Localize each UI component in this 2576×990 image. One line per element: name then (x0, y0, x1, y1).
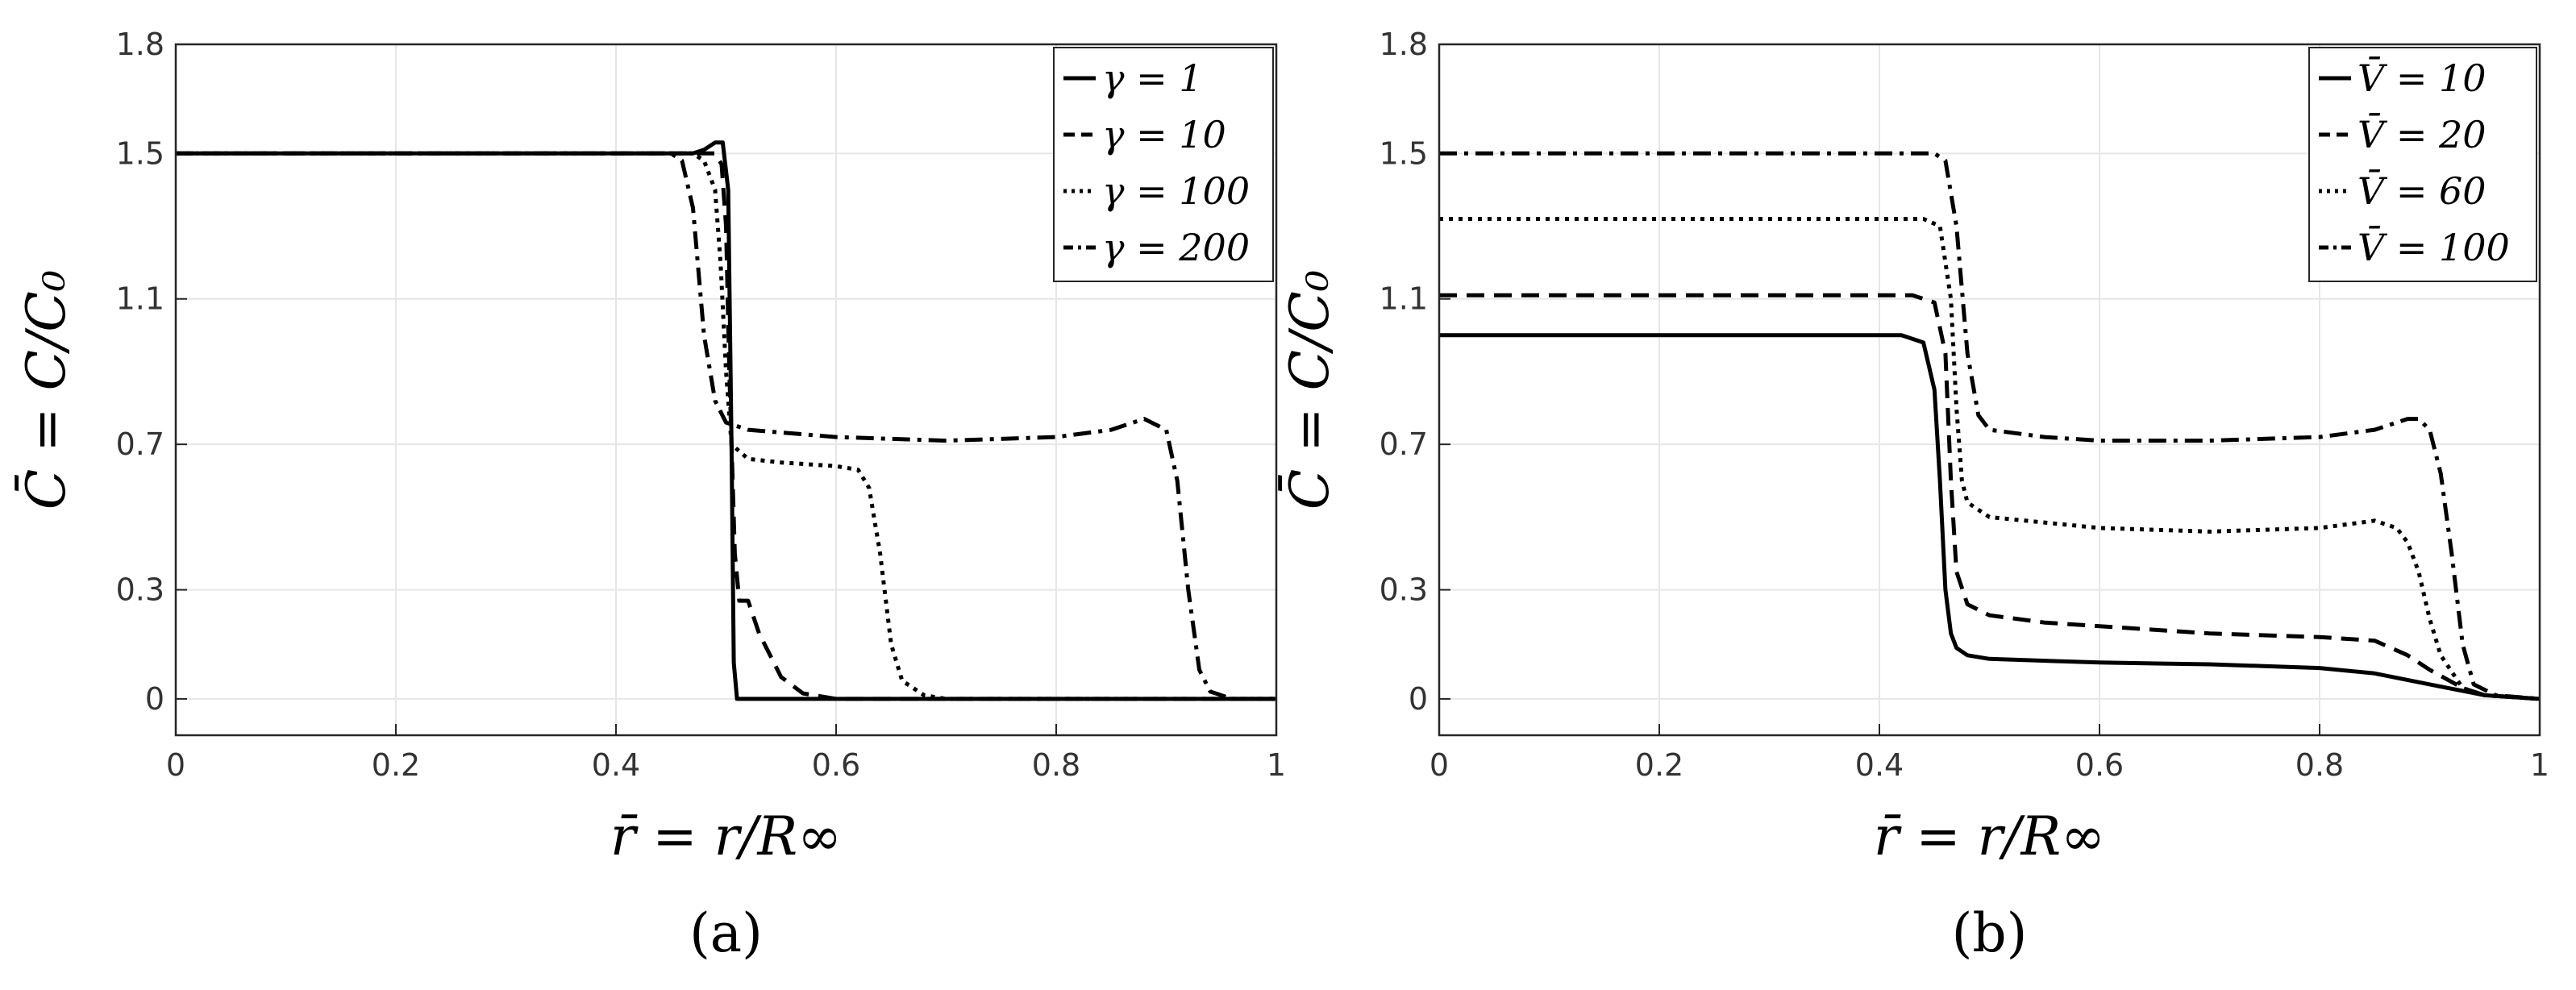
legend-entry: γ = 200 (1102, 226, 1250, 269)
chart-panel-2: 0 0.2 0.4 0.6 0.8 100.30.71.11.51.8V̄ = 10V̄ … (1279, 27, 2549, 964)
series-line-4 (176, 151, 1276, 701)
panel-label: (b) (1952, 902, 2028, 964)
x-tick-label: 0.4 (1855, 747, 1904, 783)
y-tick-label: 0 (1409, 681, 1428, 717)
series-line-3 (1439, 217, 2541, 701)
x-axis-label: r̄ = r/R∞ (610, 805, 842, 867)
legend-box (2308, 47, 2537, 282)
y-tick-label: 1.5 (116, 135, 164, 171)
y-axis-label: C̄ = C/C₀ (15, 270, 77, 510)
legend-entry: γ = 1 (1102, 56, 1203, 100)
y-axis-label: C̄ = C/C₀ (1279, 270, 1341, 510)
series-line-2 (176, 151, 1276, 701)
legend: γ = 1 γ = 10 γ = 100 γ = 200 (1053, 47, 1274, 282)
x-tick-label: 0.8 (1032, 747, 1080, 783)
y-tick-label: 1.1 (1380, 281, 1428, 317)
y-tick-label: 1.8 (116, 27, 164, 62)
y-tick-label: 0.3 (1380, 572, 1428, 608)
legend-box (1053, 47, 1274, 282)
y-tick-label: 0.3 (116, 572, 164, 608)
y-tick-label: 0.7 (116, 426, 164, 462)
panel-label: (a) (689, 902, 763, 964)
x-tick-label: 0.6 (812, 747, 860, 783)
legend-entry: γ = 10 (1102, 113, 1226, 156)
x-tick-label: 0 (1429, 747, 1449, 783)
y-tick-label: 1.5 (1380, 135, 1428, 171)
x-axis-label: r̄ = r/R∞ (1874, 805, 2105, 867)
x-tick-label: 0.8 (2295, 747, 2344, 783)
axes-frame (174, 43, 1278, 737)
series-line-4 (1439, 151, 2541, 701)
y-tick-label: 0.7 (1380, 426, 1428, 462)
legend-entry: V̄ = 100 (2358, 225, 2510, 269)
x-tick-label: 0.4 (592, 747, 640, 783)
x-tick-label: 0.2 (372, 747, 420, 783)
legend: V̄ = 10 V̄ = 20 V̄ = 60 V̄ = 100 (2308, 47, 2537, 282)
chart-panel-1: 0 0.2 0.4 0.6 0.8 100.30.71.11.51.8γ = 1γ = 1… (15, 27, 1286, 964)
legend-entry: V̄ = 60 (2358, 168, 2487, 213)
x-tick-label: 1 (1267, 747, 1286, 783)
legend-entry: V̄ = 20 (2358, 112, 2487, 156)
y-tick-label: 1.8 (1380, 27, 1428, 62)
series-line-1 (1439, 333, 2541, 701)
x-tick-label: 1 (2530, 747, 2549, 783)
legend-entry: V̄ = 10 (2358, 56, 2487, 100)
x-tick-label: 0 (166, 747, 185, 783)
legend-entry: γ = 100 (1102, 169, 1250, 213)
x-tick-label: 0.2 (1635, 747, 1683, 783)
x-tick-label: 0.6 (2075, 747, 2124, 783)
y-tick-label: 0 (145, 681, 164, 717)
series-line-2 (1439, 293, 2541, 701)
series-line-3 (176, 151, 1276, 701)
axes-frame (1438, 43, 2541, 737)
y-tick-label: 1.1 (116, 281, 164, 317)
